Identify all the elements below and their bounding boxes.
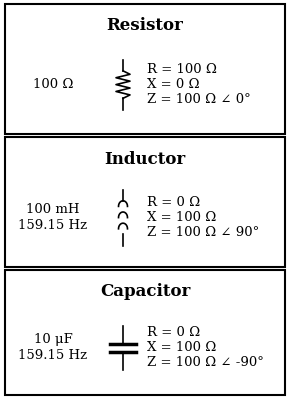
Bar bbox=[5, 4, 285, 134]
Text: 100 Ω: 100 Ω bbox=[33, 78, 73, 91]
Text: R = 0 Ω: R = 0 Ω bbox=[147, 326, 200, 339]
Text: 10 μF: 10 μF bbox=[34, 333, 72, 346]
Text: Capacitor: Capacitor bbox=[100, 283, 190, 301]
Bar bbox=[5, 270, 285, 395]
Text: R = 0 Ω: R = 0 Ω bbox=[147, 196, 200, 209]
Text: Resistor: Resistor bbox=[106, 17, 184, 35]
Text: X = 100 Ω: X = 100 Ω bbox=[147, 211, 216, 224]
Text: Z = 100 Ω ∠ 90°: Z = 100 Ω ∠ 90° bbox=[147, 226, 259, 239]
Text: 100 mH: 100 mH bbox=[26, 203, 80, 216]
Text: Z = 100 Ω ∠ -90°: Z = 100 Ω ∠ -90° bbox=[147, 356, 264, 369]
Text: X = 0 Ω: X = 0 Ω bbox=[147, 78, 200, 91]
Text: 159.15 Hz: 159.15 Hz bbox=[19, 219, 88, 232]
Text: X = 100 Ω: X = 100 Ω bbox=[147, 341, 216, 354]
Text: Z = 100 Ω ∠ 0°: Z = 100 Ω ∠ 0° bbox=[147, 93, 251, 106]
Text: 159.15 Hz: 159.15 Hz bbox=[19, 349, 88, 362]
Text: R = 100 Ω: R = 100 Ω bbox=[147, 63, 217, 76]
Text: Inductor: Inductor bbox=[104, 150, 186, 168]
Bar bbox=[5, 137, 285, 267]
